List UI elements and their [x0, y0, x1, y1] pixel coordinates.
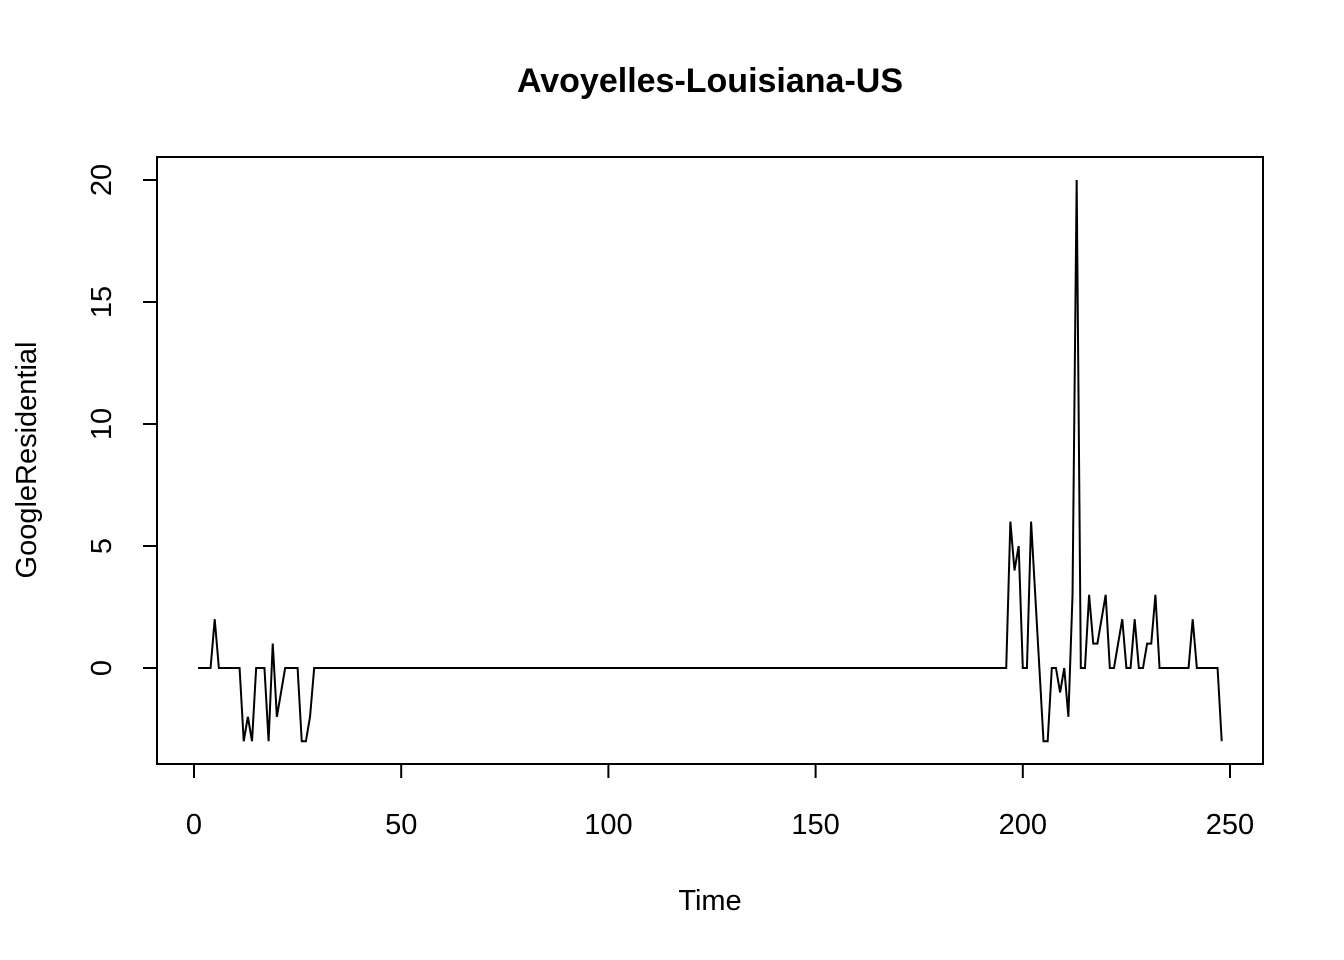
y-tick-label-0: 0	[86, 660, 118, 676]
series-line-0	[198, 179, 1223, 743]
y-tick-label-15: 15	[86, 286, 118, 318]
y-tick-label-20: 20	[86, 164, 118, 196]
x-axis: 0 50 100 150 200 250	[186, 763, 1254, 841]
x-tick-label-250: 250	[1206, 809, 1254, 841]
chart-title: Avoyelles-Louisiana-US	[517, 62, 903, 100]
plot-frame	[156, 156, 1264, 765]
y-axis-label: GoogleResidential	[11, 342, 43, 579]
x-tick-label-150: 150	[791, 809, 839, 841]
x-tick-label-0: 0	[186, 809, 202, 841]
x-tick-label-50: 50	[385, 809, 417, 841]
x-tick-label-100: 100	[584, 809, 632, 841]
x-axis-label: Time	[678, 885, 741, 917]
y-axis: 0 5 10 15 20	[86, 164, 158, 676]
series-layer	[198, 179, 1223, 743]
x-tick-label-200: 200	[999, 809, 1047, 841]
y-tick-label-5: 5	[86, 538, 118, 554]
y-tick-label-10: 10	[86, 408, 118, 440]
